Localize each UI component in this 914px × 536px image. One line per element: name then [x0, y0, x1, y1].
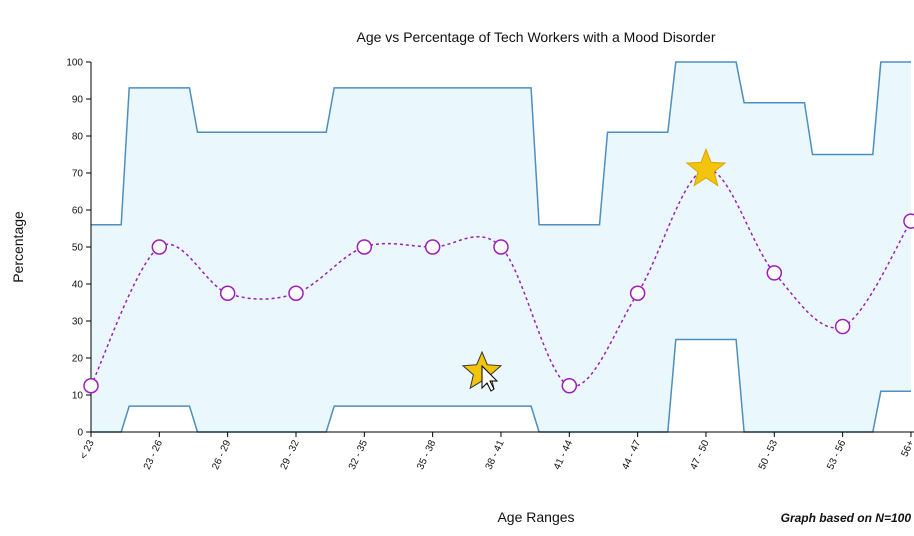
x-tick-label: 23 - 26 — [142, 438, 165, 471]
y-axis: 0 10 20 30 40 50 60 70 80 90 100 — [66, 58, 92, 439]
y-tick-label: 20 — [72, 354, 84, 365]
x-axis: < 23 23 - 26 26 - 29 29 - 32 32 - 35 35 - 38 3… — [78, 431, 914, 471]
y-tick-label: 0 — [77, 428, 83, 439]
data-point — [288, 285, 304, 301]
x-tick-label: 56+ — [900, 438, 914, 458]
x-tick-label: 50 - 53 — [757, 438, 780, 471]
data-point — [83, 378, 99, 394]
x-tick-label: 29 - 32 — [279, 438, 302, 471]
data-point — [629, 285, 646, 301]
data-points — [83, 147, 914, 394]
data-point — [424, 239, 441, 255]
y-tick-label: 100 — [66, 58, 83, 69]
y-tick-label: 30 — [72, 317, 84, 328]
data-point — [151, 239, 168, 255]
y-axis-label: Percentage — [10, 211, 26, 283]
data-point — [356, 239, 373, 255]
x-tick-label: 47 - 50 — [689, 438, 712, 471]
x-tick-label: 41 - 44 — [552, 438, 575, 471]
y-tick-label: 80 — [72, 132, 84, 143]
y-tick-label: 40 — [72, 280, 84, 291]
data-point — [493, 239, 509, 255]
y-tick-label: 60 — [72, 206, 84, 217]
x-tick-label: 44 - 47 — [620, 438, 643, 471]
x-tick-label: 53 - 56 — [825, 438, 848, 471]
y-tick-label: 10 — [72, 391, 84, 402]
data-point — [834, 318, 851, 335]
series-line — [90, 168, 912, 388]
x-tick-label: 26 - 29 — [210, 438, 233, 471]
data-point — [766, 265, 783, 281]
x-tick-label: 35 - 38 — [415, 438, 438, 471]
series-line-layer — [90, 168, 912, 388]
data-point — [561, 378, 578, 394]
y-tick-label: 70 — [72, 169, 84, 180]
x-axis-label: Age Ranges — [497, 509, 574, 525]
chart-title: Age vs Percentage of Tech Workers with a… — [357, 29, 716, 45]
y-tick-label: 90 — [72, 95, 84, 106]
sample-size-note: Graph based on N=100 — [781, 511, 912, 525]
x-tick-label: 38 - 41 — [484, 438, 507, 471]
highlight-star-point — [685, 147, 727, 187]
data-point — [903, 213, 914, 229]
x-tick-label: 32 - 35 — [347, 438, 370, 471]
mouse-pointer-icon — [481, 364, 499, 392]
cursor-layer — [461, 350, 503, 392]
x-tick-label: < 23 — [78, 438, 96, 461]
band-upper-line — [91, 61, 911, 226]
y-tick-label: 50 — [72, 243, 84, 254]
data-point — [219, 285, 236, 301]
